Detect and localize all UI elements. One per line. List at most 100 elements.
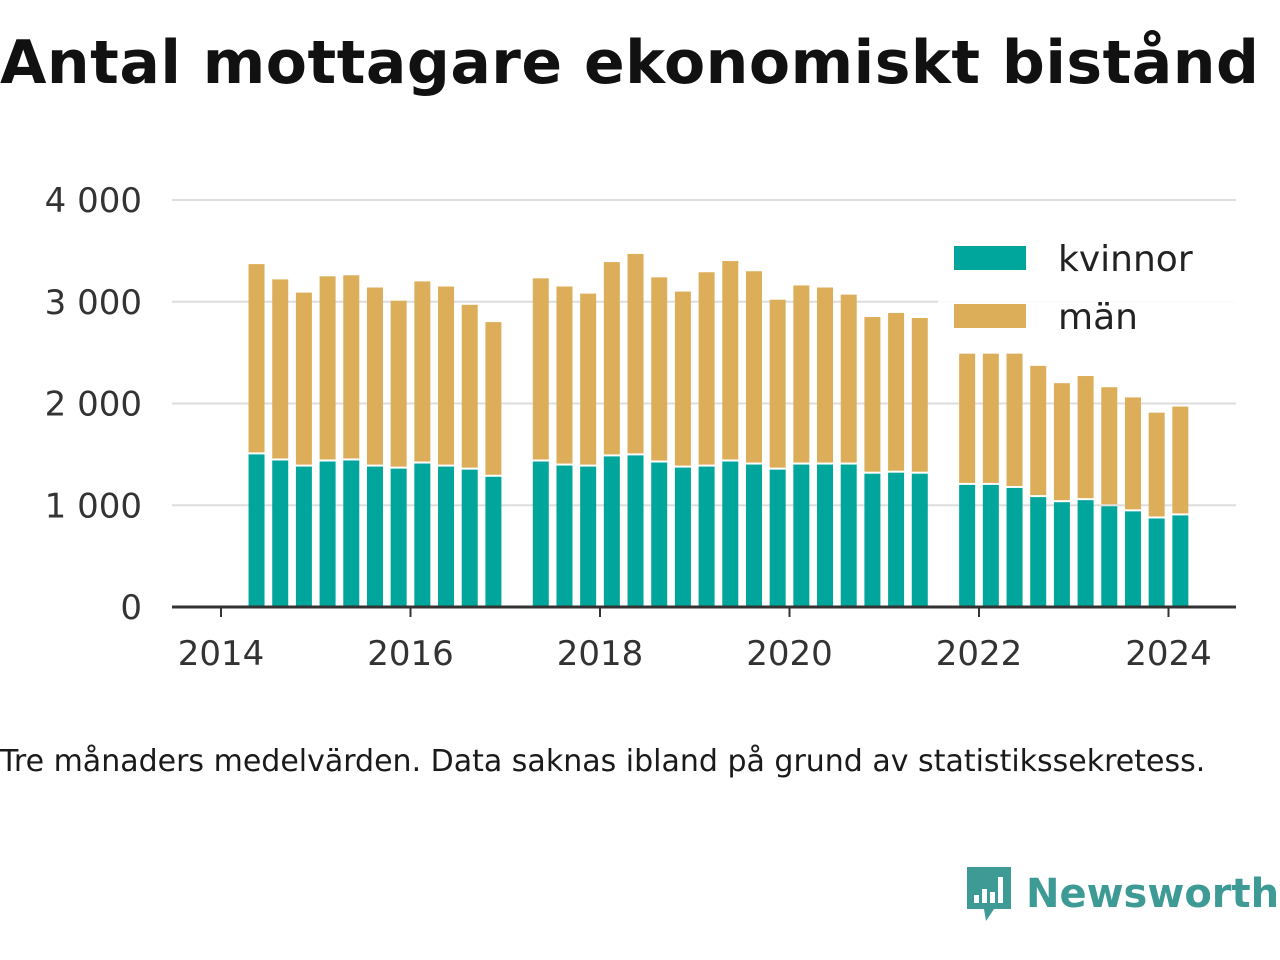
bar-man: [698, 272, 715, 465]
bar-man: [532, 278, 549, 460]
bar-man: [485, 322, 502, 475]
bar-man: [745, 271, 762, 463]
bar-man: [1006, 353, 1023, 486]
bar-man: [461, 304, 478, 468]
bar-kvinnor: [911, 473, 928, 607]
brand-logo: Newsworthy: [964, 864, 1280, 924]
brand-name: Newsworthy: [1026, 871, 1280, 917]
x-tick-label: 2022: [936, 634, 1023, 674]
x-tick-label: 2024: [1125, 634, 1212, 674]
bar-man: [817, 287, 834, 463]
y-tick-label: 1 000: [45, 486, 142, 526]
bar-kvinnor: [248, 454, 265, 607]
bar-man: [864, 317, 881, 472]
bar-kvinnor: [556, 465, 573, 607]
bar-man: [390, 300, 407, 467]
legend-background: [938, 222, 1238, 352]
legend-label: kvinnor: [1058, 239, 1193, 280]
bar-man: [674, 291, 691, 466]
bar-man: [627, 253, 644, 454]
bar-man: [1030, 365, 1047, 496]
bar-man: [1172, 406, 1189, 514]
bar-kvinnor: [414, 463, 431, 607]
x-axis-ticks: 2014 2016 2018 2020 2022 2024: [178, 607, 1212, 674]
bar-kvinnor: [627, 455, 644, 607]
bar-man: [1148, 412, 1165, 517]
bar-man: [959, 353, 976, 483]
bar-kvinnor: [745, 464, 762, 607]
bar-kvinnor: [769, 469, 786, 607]
bar-kvinnor: [1030, 497, 1047, 607]
bar-kvinnor: [603, 456, 620, 607]
bar-man: [1053, 383, 1070, 501]
bar-kvinnor: [461, 469, 478, 607]
bar-man: [982, 353, 999, 483]
chart-title: Antal mottagare ekonomiskt bistånd: [0, 28, 1260, 98]
bar-kvinnor: [295, 466, 312, 607]
bar-man: [651, 277, 668, 461]
y-tick-label: 2 000: [45, 385, 142, 425]
bars: [248, 253, 1189, 607]
bar-kvinnor: [1101, 506, 1118, 607]
bar-kvinnor: [698, 466, 715, 607]
bar-kvinnor: [982, 484, 999, 607]
bar-man: [603, 262, 620, 455]
bar-man: [793, 285, 810, 463]
bar-kvinnor: [1006, 487, 1023, 607]
bar-kvinnor: [793, 464, 810, 607]
bar-kvinnor: [1077, 500, 1094, 607]
bar-kvinnor: [1124, 511, 1141, 607]
y-tick-label: 3 000: [45, 283, 142, 323]
bar-man: [343, 275, 360, 459]
bar-kvinnor: [1172, 515, 1189, 607]
bar-man: [248, 264, 265, 453]
bar-kvinnor: [343, 460, 360, 607]
bar-kvinnor: [817, 464, 834, 607]
bar-man: [1124, 397, 1141, 510]
bar-kvinnor: [959, 484, 976, 607]
bar-kvinnor: [532, 461, 549, 607]
newsworthy-logo-icon: [967, 867, 1011, 921]
bar-man: [414, 281, 431, 462]
y-tick-label: 0: [120, 588, 142, 628]
bar-kvinnor: [674, 467, 691, 607]
legend: kvinnor män: [938, 222, 1238, 352]
bar-kvinnor: [438, 466, 455, 607]
legend-swatch: [954, 304, 1026, 328]
bar-kvinnor: [651, 462, 668, 607]
y-tick-label: 4 000: [45, 181, 142, 221]
bar-man: [556, 286, 573, 464]
bar-kvinnor: [319, 461, 336, 607]
x-tick-label: 2018: [557, 634, 644, 674]
bar-man: [888, 312, 905, 471]
bar-kvinnor: [1053, 502, 1070, 607]
bar-man: [769, 299, 786, 468]
bar-man: [840, 294, 857, 463]
bar-kvinnor: [1148, 518, 1165, 607]
bar-kvinnor: [722, 461, 739, 607]
x-tick-label: 2014: [178, 634, 265, 674]
x-tick-label: 2016: [367, 634, 454, 674]
bar-kvinnor: [864, 473, 881, 607]
bar-kvinnor: [840, 464, 857, 607]
y-axis-ticks: 0 1 000 2 000 3 000 4 000: [45, 181, 142, 628]
legend-label: män: [1058, 297, 1138, 338]
footnote: Tre månaders medelvärden. Data saknas ib…: [0, 744, 1206, 779]
bar-kvinnor: [580, 466, 597, 607]
bar-man: [366, 287, 383, 465]
bar-man: [1101, 387, 1118, 505]
bar-man: [438, 286, 455, 465]
x-tick-label: 2020: [746, 634, 833, 674]
bar-man: [272, 279, 289, 459]
bar-kvinnor: [272, 460, 289, 607]
bar-kvinnor: [888, 472, 905, 607]
bar-kvinnor: [390, 468, 407, 607]
bar-man: [1077, 376, 1094, 499]
bar-kvinnor: [485, 476, 502, 607]
bar-man: [911, 318, 928, 472]
bar-man: [580, 293, 597, 465]
bar-man: [295, 292, 312, 465]
bar-man: [319, 276, 336, 460]
bar-man: [722, 261, 739, 460]
